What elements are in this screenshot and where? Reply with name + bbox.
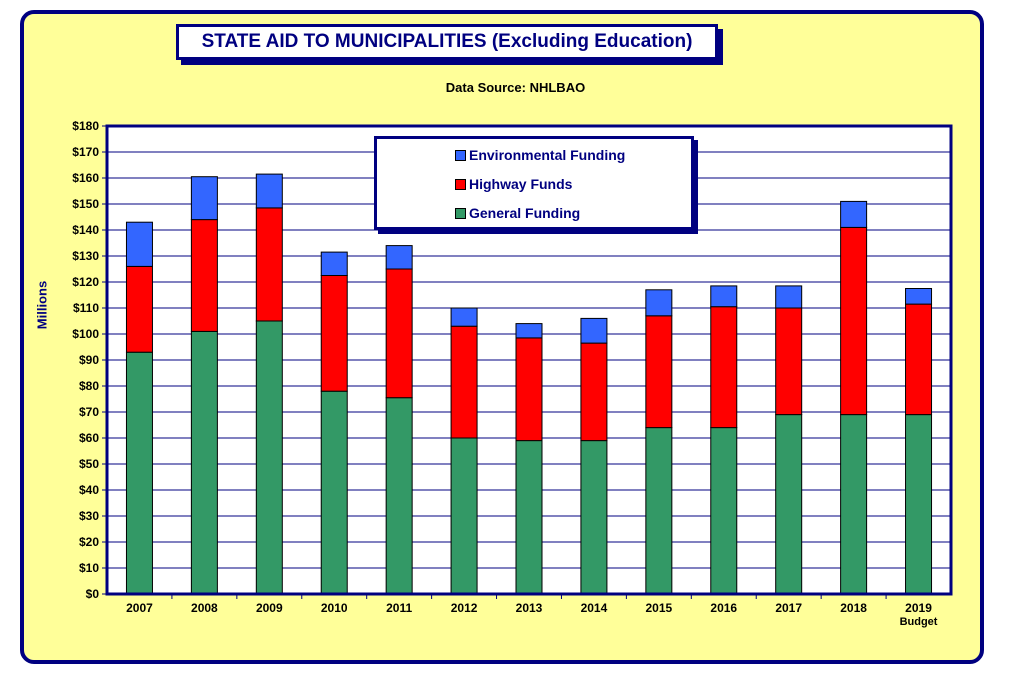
bar-highway-funds-2015: [645, 315, 673, 429]
legend-item-environmental: Environmental Funding: [455, 147, 625, 163]
x-tick-label: 2015: [645, 601, 672, 615]
bar-general-funding-2008: [190, 330, 218, 595]
y-tick-label: $20: [79, 535, 99, 549]
y-tick-label: $100: [72, 327, 99, 341]
bar-environmental-funding-2014: [580, 317, 608, 344]
y-tick-label: $150: [72, 197, 99, 211]
bar-general-funding-2017: [775, 414, 803, 595]
legend-swatch-general: [455, 207, 466, 219]
x-tick-label: 2017: [775, 601, 802, 615]
x-tick-label: 2011: [386, 601, 412, 615]
bar-highway-funds-2013: [515, 337, 543, 442]
y-tick-label: $60: [79, 431, 99, 445]
x-tick-label: 2019: [905, 601, 932, 615]
bar-environmental-funding-2016: [710, 285, 738, 308]
bar-environmental-funding-2008: [190, 176, 218, 221]
bar-general-funding-2016: [710, 427, 738, 595]
y-tick-label: $40: [79, 483, 99, 497]
bar-highway-funds-2009: [255, 207, 283, 322]
y-tick-label: $10: [79, 561, 99, 575]
bar-environmental-funding-2011: [385, 245, 413, 270]
bar-highway-funds-2016: [710, 306, 738, 429]
bar-highway-funds-2007: [125, 265, 153, 353]
bar-environmental-funding-2012: [450, 307, 478, 327]
y-tick-label: $160: [72, 171, 99, 185]
legend-item-general: General Funding: [455, 205, 580, 221]
bar-general-funding-2014: [580, 440, 608, 595]
bar-environmental-funding-2015: [645, 289, 673, 317]
x-tick-label: 2013: [516, 601, 543, 615]
bar-environmental-funding-2013: [515, 323, 543, 339]
y-tick-label: $140: [72, 223, 99, 237]
bar-general-funding-2015: [645, 427, 673, 595]
bar-environmental-funding-2017: [775, 285, 803, 309]
bar-highway-funds-2008: [190, 219, 218, 332]
legend-swatch-environmental: [455, 149, 466, 161]
x-tick-label: 2007: [126, 601, 153, 615]
bar-highway-funds-2014: [580, 342, 608, 442]
bar-general-funding-2009: [255, 320, 283, 595]
bar-general-funding-2018: [840, 414, 868, 595]
bar-highway-funds-2011: [385, 268, 413, 399]
legend-swatch-highway: [455, 178, 466, 190]
x-tick-label: 2008: [191, 601, 218, 615]
bar-environmental-funding-2010: [320, 251, 348, 277]
bar-highway-funds-2017: [775, 307, 803, 416]
chart-title: STATE AID TO MUNICIPALITIES (Excluding E…: [176, 24, 718, 60]
x-tick-sublabel: Budget: [900, 616, 938, 628]
y-tick-label: $120: [72, 275, 99, 289]
bar-general-funding-2012: [450, 437, 478, 595]
legend-label-general: General Funding: [469, 205, 581, 221]
bar-highway-funds-2019: [905, 303, 933, 416]
y-tick-label: $80: [79, 379, 99, 393]
legend-item-highway: Highway Funds: [455, 176, 572, 192]
bar-general-funding-2010: [320, 390, 348, 595]
bar-highway-funds-2018: [840, 226, 868, 416]
bar-general-funding-2013: [515, 440, 543, 595]
bar-environmental-funding-2009: [255, 173, 283, 209]
y-tick-label: $50: [79, 457, 99, 471]
bar-environmental-funding-2018: [840, 200, 868, 228]
y-tick-label: $0: [86, 587, 100, 601]
x-tick-label: 2016: [710, 601, 737, 615]
y-tick-label: $110: [73, 301, 99, 315]
x-tick-label: 2012: [451, 601, 478, 615]
legend-label-highway: Highway Funds: [469, 176, 573, 192]
x-tick-label: 2009: [256, 601, 283, 615]
y-tick-label: $170: [72, 145, 99, 159]
y-tick-label: $70: [79, 405, 99, 419]
bar-environmental-funding-2007: [125, 221, 153, 267]
bar-environmental-funding-2019: [905, 288, 933, 305]
bar-general-funding-2019: [905, 414, 933, 595]
x-tick-label: 2010: [321, 601, 348, 615]
chart-subtitle: Data Source: NHLBAO: [445, 80, 586, 95]
bar-general-funding-2011: [385, 397, 413, 595]
y-tick-label: $90: [79, 353, 99, 367]
legend: Environmental Funding Highway Funds Gene…: [374, 136, 694, 230]
y-tick-label: $30: [79, 509, 99, 523]
y-tick-label: $180: [72, 119, 99, 133]
x-tick-label: 2018: [840, 601, 867, 615]
plot-border: [105, 124, 953, 596]
bar-highway-funds-2012: [450, 325, 478, 439]
y-tick-label: $130: [72, 249, 99, 263]
x-tick-label: 2014: [581, 601, 608, 615]
legend-label-environmental: Environmental Funding: [469, 147, 626, 163]
bar-highway-funds-2010: [320, 275, 348, 392]
bar-general-funding-2007: [125, 351, 153, 595]
